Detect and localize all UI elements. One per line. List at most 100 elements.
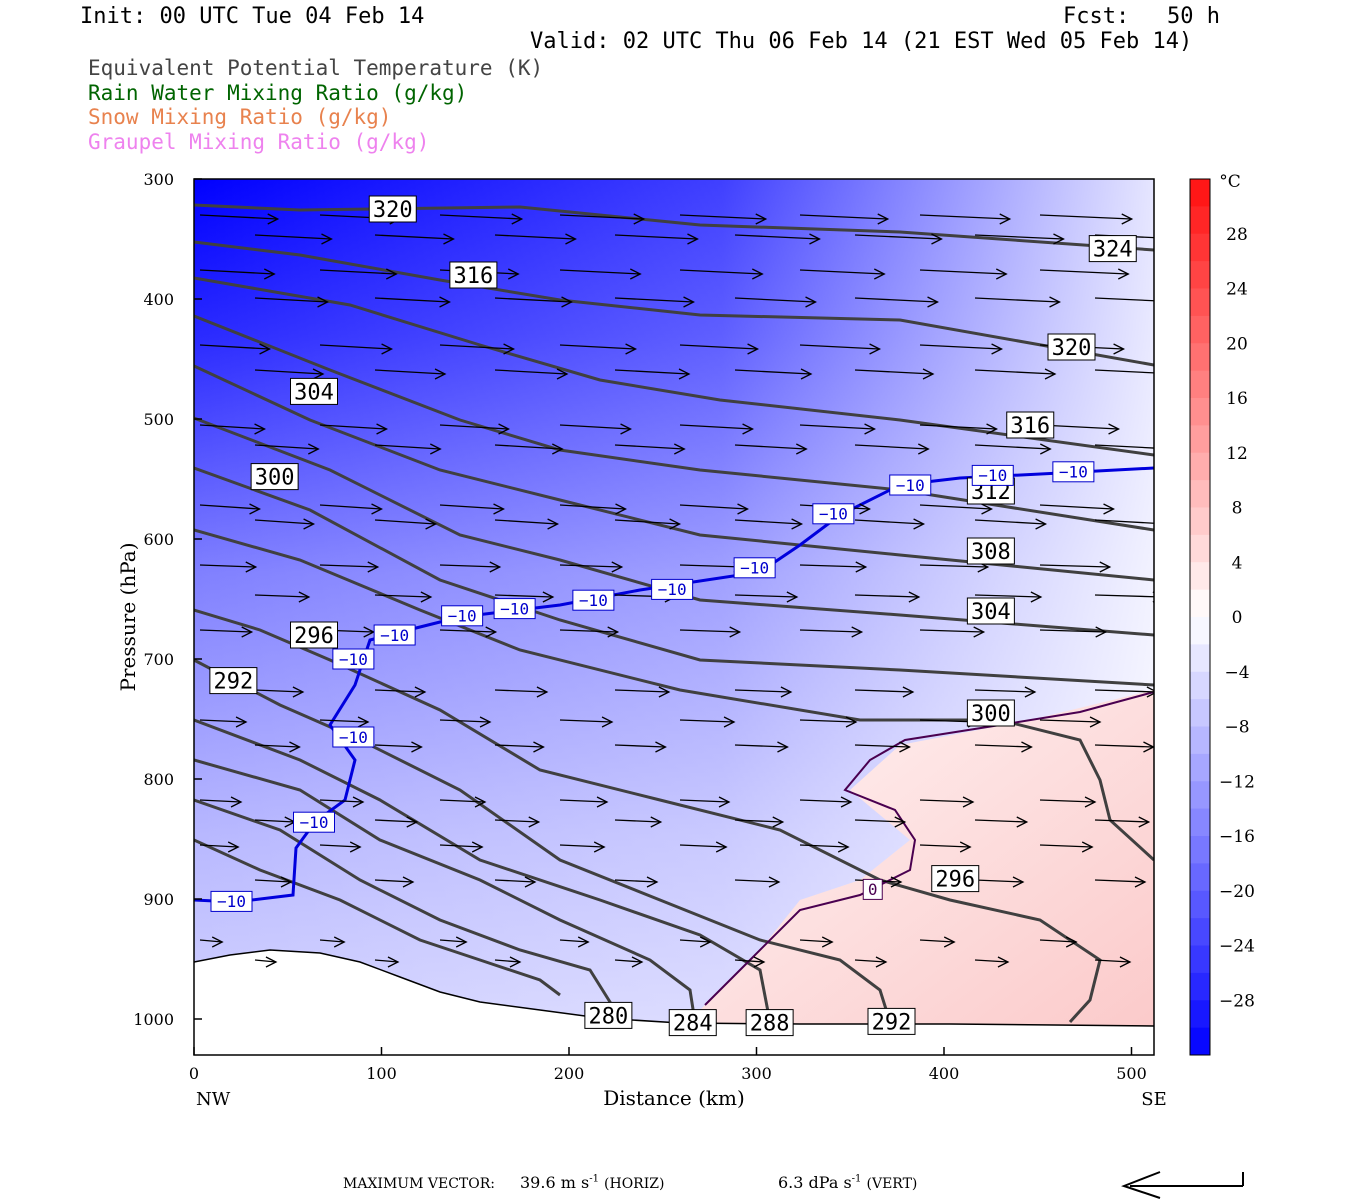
colorbar-band <box>1190 452 1210 481</box>
wind-vector-head <box>601 716 614 728</box>
temperature-label: −10 <box>978 466 1007 485</box>
wind-vector <box>439 344 514 350</box>
wind-vector-head <box>479 716 492 728</box>
wind-vector <box>319 504 382 510</box>
wind-vector <box>734 744 788 748</box>
wind-vector-head <box>265 956 278 968</box>
x-tick-label: 400 <box>929 1064 960 1083</box>
colorbar-band <box>1190 726 1210 755</box>
wind-vector <box>679 844 727 848</box>
theta-e-label-box <box>250 463 299 491</box>
wind-vector-head <box>455 936 468 948</box>
wind-vector-head <box>805 296 817 308</box>
horiz-unit: -1 <box>589 1173 599 1185</box>
wind-vector <box>199 719 247 723</box>
theta-e-label-box <box>584 1001 633 1029</box>
y-tick-label: 500 <box>143 410 174 429</box>
theta-e-label: 308 <box>971 540 1011 565</box>
wind-vector <box>679 344 758 350</box>
temperature-label-box <box>971 464 1014 486</box>
wind-vector <box>1094 594 1154 598</box>
wind-vector-head <box>414 686 427 698</box>
wind-vector <box>974 519 1046 525</box>
wind-vector-head <box>959 841 972 853</box>
wind-vector <box>854 689 913 693</box>
temperature-label: 0 <box>868 880 878 899</box>
wind-vector <box>439 629 496 633</box>
wind-vector <box>559 844 605 848</box>
theta-e-label: 300 <box>971 702 1011 727</box>
vert-value: 6.3 dPa s <box>778 1173 852 1192</box>
colorbar-band <box>1190 343 1210 372</box>
temperature-label-box <box>441 605 484 627</box>
temperature-label-box <box>733 557 776 579</box>
vert-tag: (VERT) <box>866 1176 918 1192</box>
theta-e-labels: 3203243163203043163003123083042962923002… <box>209 195 1137 1037</box>
wind-vector-head <box>780 686 793 698</box>
temperature-label-box <box>332 648 375 670</box>
colorbar-band <box>1190 972 1210 1001</box>
y-tick-label: 800 <box>143 770 174 789</box>
theta-e-label-box <box>1088 235 1137 263</box>
wind-vectors <box>199 213 1154 968</box>
wind-vector-head <box>669 518 682 530</box>
wind-vector-head <box>715 841 728 853</box>
wind-vector <box>319 564 378 568</box>
wind-vector <box>679 214 766 220</box>
wind-vector <box>199 629 252 633</box>
wind-vector-head <box>317 296 329 308</box>
colorbar-band <box>1190 589 1210 618</box>
temperature-label: −10 <box>380 626 409 645</box>
colorbar-tick-label: 12 <box>1226 444 1248 464</box>
theta-e-label-box <box>931 865 980 893</box>
wind-vector-head <box>227 841 240 853</box>
wind-vector <box>1094 879 1146 883</box>
wind-vector-head <box>678 368 691 380</box>
x-tick-label: 100 <box>366 1064 397 1083</box>
theta-e-label: 300 <box>255 466 295 491</box>
wind-vector <box>439 564 500 568</box>
wind-vector-head <box>376 423 389 435</box>
colorbar-band <box>1190 945 1210 974</box>
wind-vector <box>494 297 572 303</box>
wind-vector <box>374 819 417 823</box>
colorbar-tick-label: −20 <box>1219 882 1255 902</box>
wind-vector-head <box>1121 213 1134 225</box>
wind-vector <box>974 744 1032 748</box>
wind-vector-head <box>1095 626 1108 638</box>
wind-vector <box>919 799 974 803</box>
temperature-label: −10 <box>740 559 769 578</box>
wind-vector <box>974 369 1056 375</box>
wind-vector-head <box>877 213 890 225</box>
wind-vector <box>974 689 1035 693</box>
wind-vector-head <box>1099 561 1112 573</box>
wind-vector-head <box>298 591 311 603</box>
theta-e-label: 292 <box>214 670 254 695</box>
wind-vector <box>679 799 730 803</box>
wind-vector-head <box>729 626 742 638</box>
legend-graupel: Graupel Mixing Ratio (g/kg) <box>88 130 430 154</box>
wind-vector-head <box>577 936 590 948</box>
colorbar-unit: °C <box>1219 172 1241 192</box>
wind-vector-head <box>402 876 415 888</box>
wind-vector <box>199 269 275 275</box>
temperature-label-box <box>493 598 536 620</box>
wind-vector-head <box>997 956 1010 968</box>
wind-vector-head <box>385 268 398 280</box>
wind-vector-head <box>1021 741 1033 753</box>
temperature-label: −10 <box>339 728 368 747</box>
temperature-labels: −10−10−10−10−10−10 −10 −10−10−10−10−10−10−… <box>210 461 1095 912</box>
wind-vector-head <box>973 626 986 638</box>
colorbar: °C 28 24 20 16 12 8 4 0 −4 −8 −12 −16 −20 −24 −28 <box>1189 172 1255 1056</box>
wind-vector-head <box>633 213 646 225</box>
wind-vector <box>799 424 875 430</box>
colorbar-band <box>1190 507 1210 536</box>
wind-vector-head <box>1016 816 1029 828</box>
wind-vector-head <box>737 503 749 515</box>
x-axis-title: Distance (km) <box>603 1086 745 1110</box>
footer-vert: 6.3 dPa s-1 (VERT) <box>778 1173 917 1192</box>
wind-vector-head <box>1049 296 1061 308</box>
theta-e-label: 320 <box>373 198 413 223</box>
colorbar-band <box>1190 398 1210 426</box>
wind-vector-head <box>249 503 261 515</box>
